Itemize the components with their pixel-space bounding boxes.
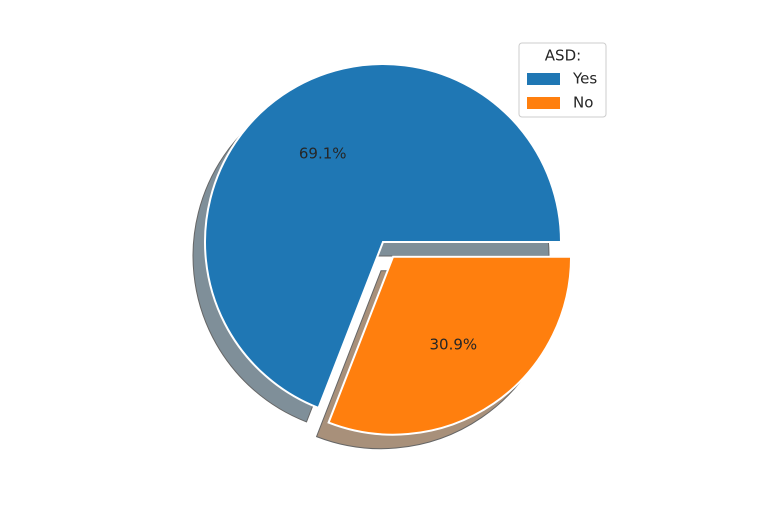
value-label: 30.9% — [430, 335, 478, 353]
wedge — [327, 255, 573, 436]
legend-items: Yes No — [527, 70, 597, 112]
legend-swatch — [527, 97, 560, 109]
value-label: 69.1% — [299, 144, 347, 162]
legend-title: ASD: — [545, 47, 581, 65]
legend-label: Yes — [572, 70, 597, 88]
legend-swatch — [527, 73, 560, 85]
wedges — [204, 63, 573, 436]
legend-label: No — [573, 94, 593, 112]
wedge — [204, 63, 563, 410]
legend: ASD: Yes No — [518, 42, 607, 118]
labels: 69.1% 30.9% — [299, 144, 477, 353]
